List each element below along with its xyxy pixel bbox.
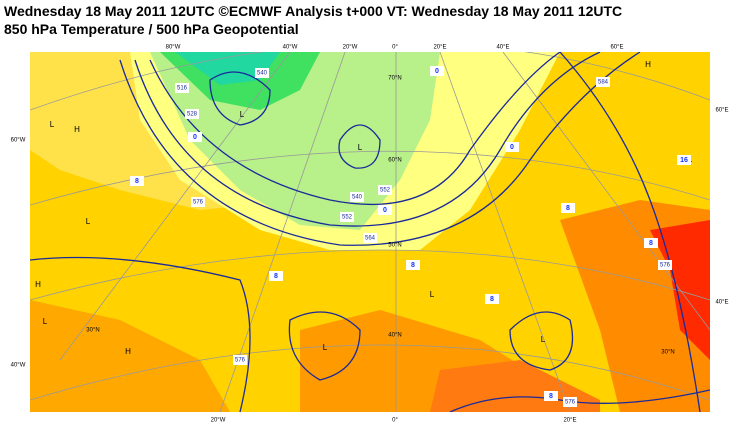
graticule-label: 0° xyxy=(392,418,398,424)
geopotential-label: 564 xyxy=(365,236,376,242)
pressure-center: L xyxy=(541,335,546,344)
temperature-label-box xyxy=(430,66,444,76)
graticule-label: 40°W xyxy=(11,363,26,369)
pressure-center: L xyxy=(430,290,435,299)
geopotential-label: 576 xyxy=(565,400,576,406)
temperature-label-box xyxy=(130,176,144,186)
temperature-label-box xyxy=(644,238,658,248)
geopotential-label-box xyxy=(175,83,189,93)
temperature-label: 8 xyxy=(490,296,494,303)
temperature-label-box xyxy=(485,294,499,304)
pressure-center: L xyxy=(240,110,245,119)
temperature-label: 8 xyxy=(649,240,653,247)
temperature-label: 0 xyxy=(435,68,439,75)
graticule-label: 30°N xyxy=(86,328,99,334)
geopotential-label-box xyxy=(185,109,199,119)
temperature-label-box xyxy=(188,132,202,142)
temperature-label: 8 xyxy=(549,393,553,400)
pressure-center: H xyxy=(645,60,651,69)
temperature-label: 16 xyxy=(680,157,688,164)
geopotential-label: 576 xyxy=(660,263,671,269)
graticule-label: 40°E xyxy=(715,300,728,306)
geopotential-contours xyxy=(30,52,710,412)
geopotential-label: 528 xyxy=(187,112,198,118)
temperature-label: 8 xyxy=(274,273,278,280)
subtitle: 850 hPa Temperature / 500 hPa Geopotenti… xyxy=(4,21,299,37)
geopotential-label-box xyxy=(255,68,269,78)
geopotential-label: 576 xyxy=(235,358,246,364)
pressure-center: L xyxy=(43,317,48,326)
temperature-label: 8 xyxy=(135,178,139,185)
geopotential-label-box xyxy=(363,233,377,243)
temperature-label-box xyxy=(269,271,283,281)
title: Wednesday 18 May 2011 12UTC ©ECMWF Analy… xyxy=(4,3,623,19)
temperature-label-box xyxy=(677,155,691,165)
temperature-label: 0 xyxy=(383,207,387,214)
temperature-field xyxy=(30,52,710,412)
geopotential-label-box xyxy=(596,77,610,87)
graticule-label: 70°N xyxy=(388,76,401,82)
temperature-label: 8 xyxy=(411,262,415,269)
temperature-label: 8 xyxy=(566,205,570,212)
graticule-label: 40°W xyxy=(283,45,298,51)
graticule-label: 20°E xyxy=(433,45,446,51)
temperature-label-box xyxy=(544,391,558,401)
graticule-label: 40°N xyxy=(388,333,401,339)
pressure-center: L xyxy=(323,343,328,352)
temperature-label-box xyxy=(561,203,575,213)
pressure-center: L xyxy=(86,217,91,226)
pressure-center: H xyxy=(125,347,131,356)
graticule-label: 60°N xyxy=(388,158,401,164)
graticule xyxy=(30,52,710,412)
temperature-label-box xyxy=(378,205,392,215)
geopotential-label-box xyxy=(233,355,247,365)
geopotential-label-box xyxy=(378,185,392,195)
graticule-label: 40°E xyxy=(496,45,509,51)
graticule-label: 0° xyxy=(392,45,398,51)
temperature-label: 0 xyxy=(510,144,514,151)
pressure-center: L xyxy=(50,120,55,129)
geopotential-label: 540 xyxy=(352,195,363,201)
graticule-label: 60°E xyxy=(610,45,623,51)
geopotential-label: 576 xyxy=(193,200,204,206)
graticule-label: 20°E xyxy=(563,418,576,424)
pressure-center: L xyxy=(358,143,363,152)
pressure-center: H xyxy=(35,280,41,289)
graticule-label: 60°E xyxy=(715,108,728,114)
geopotential-label: 584 xyxy=(598,80,609,86)
geopotential-label: 540 xyxy=(257,71,268,77)
pressure-center: H xyxy=(74,125,80,134)
graticule-label: 30°N xyxy=(661,350,674,356)
geopotential-label: 552 xyxy=(380,188,391,194)
graticule-label: 60°W xyxy=(11,138,26,144)
temperature-label: 0 xyxy=(193,134,197,141)
geopotential-label-box xyxy=(340,212,354,222)
graticule-label: 20°W xyxy=(211,418,226,424)
geopotential-label: 516 xyxy=(177,86,188,92)
graticule-label: 80°W xyxy=(166,45,181,51)
geopotential-label: 552 xyxy=(342,215,353,221)
graticule-label: 20°W xyxy=(343,45,358,51)
geopotential-label-box xyxy=(350,192,364,202)
geopotential-label-box xyxy=(191,197,205,207)
temperature-label-box xyxy=(406,260,420,270)
graticule-label: 50°N xyxy=(388,243,401,249)
geopotential-label-box xyxy=(658,260,672,270)
geopotential-label-box xyxy=(563,397,577,407)
temperature-label-box xyxy=(505,142,519,152)
